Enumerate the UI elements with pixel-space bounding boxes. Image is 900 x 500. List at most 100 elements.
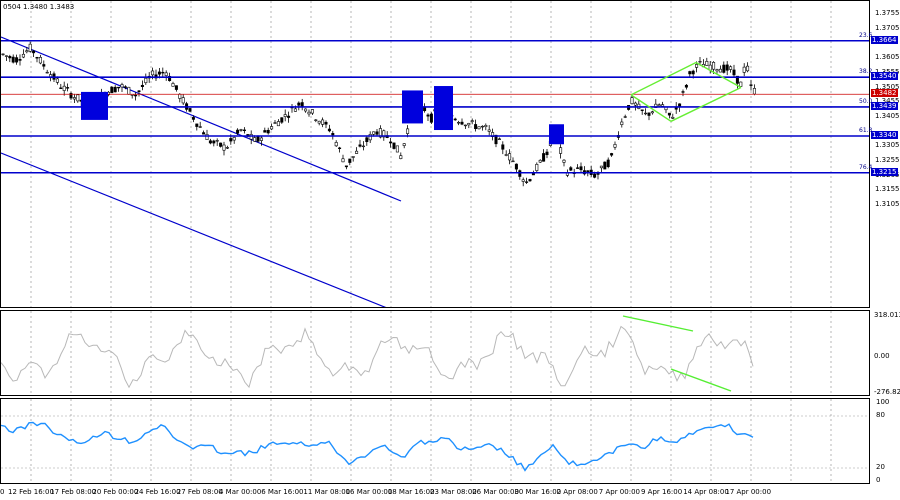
green-channel-right[interactable] (695, 61, 742, 89)
downtrend-channel-lower[interactable] (1, 152, 387, 307)
cci-axis-tick: -276.828 (874, 388, 900, 396)
supply-demand-zone-box[interactable] (434, 86, 453, 131)
candle-body (695, 64, 699, 68)
candle-body (28, 43, 32, 52)
candle-body (310, 109, 314, 114)
candle-body (164, 72, 168, 76)
supply-demand-zone-box[interactable] (549, 124, 564, 145)
candle-body (113, 86, 117, 93)
candle-body (623, 116, 627, 118)
time-axis-tick: 7 Apr 00:00 (598, 488, 640, 496)
price-axis[interactable]: 1.37551.37051.36051.35551.35051.34551.34… (870, 0, 900, 308)
supply-demand-zone-box[interactable] (81, 91, 108, 120)
candlestick-series[interactable] (1, 41, 756, 187)
candle-body (171, 83, 175, 87)
candle-body (242, 129, 246, 132)
price-axis-tick: 1.3255 (875, 156, 900, 164)
candle-body (742, 66, 746, 73)
candle-body (395, 145, 399, 153)
cci-divergence-lower[interactable] (670, 368, 732, 392)
rsi-indicator-pane[interactable] (0, 398, 870, 484)
candle-body (501, 144, 505, 150)
candle-body (45, 71, 49, 74)
cci-indicator-pane[interactable] (0, 310, 870, 396)
candle-body (293, 108, 297, 112)
candle-body (266, 129, 270, 134)
candle-body (732, 69, 736, 76)
candle-body (752, 88, 756, 95)
candle-body (667, 112, 671, 116)
candle-body (470, 120, 474, 122)
candle-body (399, 155, 403, 159)
green-channel-upper[interactable] (630, 61, 697, 96)
fib-level-label: 50.0 (859, 97, 873, 105)
time-axis-tick: 6 Mar 16:00 (261, 488, 304, 496)
current-price-tag: 1.3482 (871, 89, 898, 98)
candle-body (746, 65, 750, 72)
candle-body (613, 144, 617, 148)
price-chart-canvas[interactable] (1, 1, 869, 307)
candle-body (521, 179, 525, 182)
candle-body (42, 64, 46, 67)
candle-body (151, 70, 155, 76)
candle-body (474, 124, 478, 130)
downtrend-channel-upper[interactable] (1, 36, 402, 202)
candle-body (579, 166, 583, 171)
candle-body (198, 126, 202, 128)
time-axis-tick: 14 Apr 08:00 (683, 488, 729, 496)
supply-demand-zone-box[interactable] (402, 90, 423, 124)
candle-body (273, 122, 277, 124)
candle-body (25, 50, 29, 53)
price-axis-tick: 1.3555 (875, 68, 900, 77)
candle-body (174, 85, 178, 90)
candle-body (691, 70, 695, 75)
candle-body (334, 142, 338, 147)
rsi-line (1, 421, 754, 472)
candle-body (647, 112, 651, 116)
cci-axis-tick: 0.00 (874, 352, 890, 360)
candle-body (559, 147, 563, 154)
time-axis-tick: 18 Mar 16:00 (387, 488, 435, 496)
candle-body (256, 136, 260, 142)
price-chart-pane[interactable]: 0504 1.3480 1.3483 (0, 0, 870, 308)
candle-body (542, 153, 546, 162)
candle-body (8, 56, 12, 59)
candle-body (423, 107, 427, 112)
fib-level-label: 76.4 (859, 163, 873, 171)
time-axis-tick: 27 Feb 08:00 (176, 488, 223, 496)
time-axis-tick: 9 Apr 16:00 (641, 488, 683, 496)
candle-body (460, 121, 464, 125)
candle-body (307, 111, 311, 115)
candle-body (372, 131, 376, 135)
green-channel-left[interactable] (630, 94, 672, 122)
candle-body (375, 131, 379, 135)
candle-body (208, 140, 212, 144)
candle-body (314, 119, 318, 121)
candle-body (525, 181, 529, 183)
candle-body (497, 138, 501, 140)
candle-body (715, 69, 719, 72)
green-channel-lower[interactable] (670, 86, 742, 122)
candle-body (134, 94, 138, 97)
time-axis-tick: 23 Mar 08:00 (430, 488, 477, 496)
candle-body (545, 151, 549, 155)
candle-body (593, 173, 597, 178)
time-axis-tick: 11 Mar 08:00 (303, 488, 351, 496)
candle-body (514, 163, 518, 170)
candle-body (531, 173, 535, 176)
candle-body (144, 77, 148, 84)
candle-body (389, 141, 393, 144)
fib-level-label: 23.6 (859, 31, 873, 39)
time-axis-tick: 26 Mar 00:00 (472, 488, 519, 496)
candle-body (429, 113, 433, 123)
fib-level-price-tag: 1.3664 (871, 35, 898, 44)
cci-divergence-upper[interactable] (622, 315, 694, 332)
time-axis-tick: 12 Feb 16:00 (8, 488, 54, 496)
candle-body (219, 142, 223, 147)
fib-level-label: 38.2 (859, 68, 873, 76)
candle-body (18, 58, 22, 61)
chart-header-ohlc: 0504 1.3480 1.3483 (3, 3, 75, 11)
candle-body (729, 66, 733, 70)
price-axis-tick: 1.3305 (875, 141, 900, 150)
candle-body (698, 60, 702, 63)
